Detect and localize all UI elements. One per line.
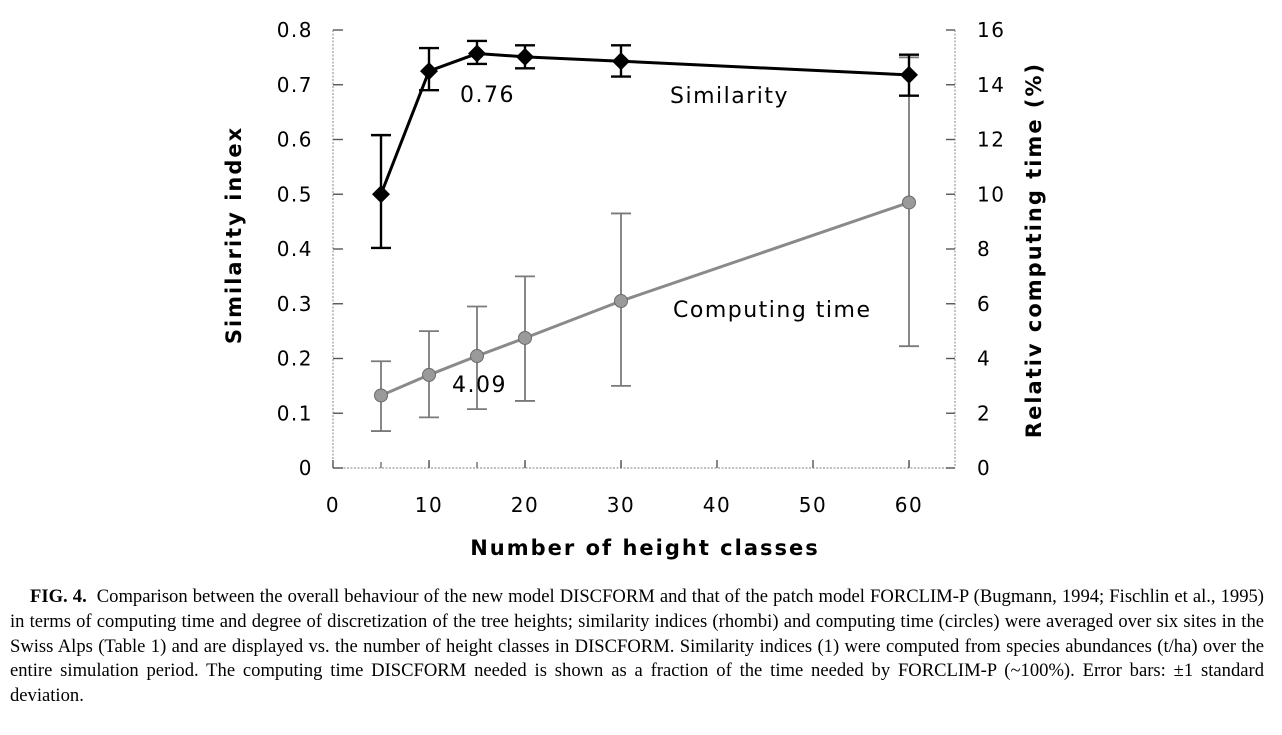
- annotation-computing-time-value: 4.09: [452, 373, 507, 398]
- right-y-tick-label: 0: [977, 456, 991, 480]
- left-y-axis-title: Similarity index: [222, 126, 246, 344]
- right-y-tick-label: 4: [977, 347, 991, 371]
- right-y-tick-label: 10: [977, 182, 1005, 206]
- x-tick-label: 40: [703, 493, 731, 517]
- computing-time-line: [380, 201, 910, 397]
- computing-time-series-label: Computing time: [673, 298, 872, 323]
- computing-time-point: [518, 330, 532, 345]
- left-y-tick-label: 0.5: [277, 182, 313, 206]
- similarity-point: [372, 185, 390, 204]
- left-y-tick-label: 0.1: [277, 401, 313, 425]
- x-tick-label: 60: [895, 493, 923, 517]
- right-y-tick-label: 8: [977, 237, 991, 261]
- similarity-point: [420, 62, 438, 81]
- right-y-tick-label: 2: [977, 401, 991, 425]
- similarity-point: [900, 65, 918, 84]
- computing-time-point: [374, 388, 388, 403]
- computing-time-point: [902, 195, 916, 210]
- similarity-series-label: Similarity: [670, 84, 789, 109]
- similarity-series: [371, 39, 919, 250]
- x-tick-label: 0: [326, 493, 340, 517]
- computing-time-point: [470, 349, 484, 364]
- x-tick-label: 30: [607, 493, 635, 517]
- figure-label: FIG. 4.: [30, 586, 87, 607]
- similarity-point: [468, 44, 486, 63]
- left-y-tick-label: 0.2: [277, 347, 313, 371]
- similarity-point: [612, 52, 630, 71]
- right-y-tick-label: 12: [977, 128, 1005, 152]
- computing-time-series: [371, 56, 919, 432]
- figure-caption-text: Comparison between the overall behaviour…: [10, 586, 1264, 707]
- chart: 0 0.1 0.2 0.3 0.4 0.5 0.6 0.7 0.8 0 2 4 6 8 10 12 14 16 0 1…: [222, 18, 1046, 560]
- left-y-tick-label: 0: [299, 456, 313, 480]
- right-y-tick-label: 6: [977, 292, 991, 316]
- x-tick-label: 20: [511, 493, 539, 517]
- right-y-tick-label: 14: [977, 73, 1005, 97]
- left-y-tick-label: 0.6: [277, 128, 313, 152]
- x-axis-title: Number of height classes: [470, 536, 820, 560]
- x-tick-label: 10: [415, 493, 443, 517]
- chart-axes: [332, 29, 956, 469]
- x-tick-label: 50: [799, 493, 827, 517]
- left-y-tick-label: 0.7: [277, 73, 313, 97]
- computing-time-point: [614, 294, 628, 309]
- similarity-line: [379, 52, 910, 195]
- annotation-similarity-value: 0.76: [460, 83, 515, 108]
- computing-time-point: [422, 367, 436, 382]
- left-y-tick-label: 0.8: [277, 18, 313, 42]
- right-y-tick-label: 16: [977, 18, 1005, 42]
- left-y-tick-label: 0.3: [277, 292, 313, 316]
- chart-gridlines: [380, 462, 910, 468]
- figure-caption: FIG. 4. Comparison between the overall be…: [10, 585, 1264, 709]
- chart-labels: 0 0.1 0.2 0.3 0.4 0.5 0.6 0.7 0.8 0 2 4 6 8 10 12 14 16 0 1…: [222, 18, 1046, 560]
- right-y-axis-title: Relativ computing time (%): [1022, 62, 1046, 438]
- left-y-tick-label: 0.4: [277, 237, 313, 261]
- similarity-point: [516, 47, 534, 66]
